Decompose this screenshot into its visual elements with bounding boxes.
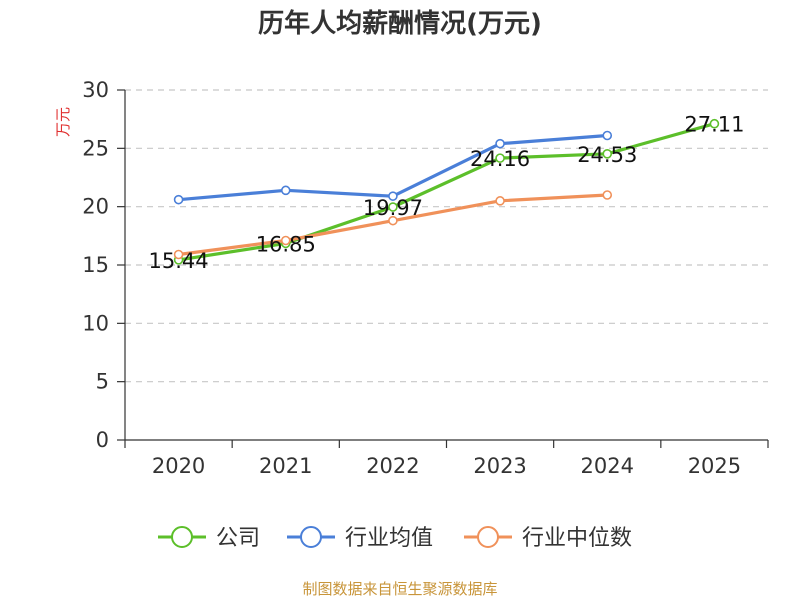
legend[interactable]: 公司 行业均值 行业中位数: [158, 526, 632, 551]
x-tick-label: 2020: [152, 454, 205, 478]
data-point[interactable]: [495, 196, 505, 206]
data-point[interactable]: [173, 249, 184, 260]
data-labels: 15.44 16.85 19.97 24.16 24.53 27.11: [149, 113, 745, 273]
y-tick-label: 10: [82, 311, 109, 335]
x-tick-label: 2021: [259, 454, 312, 478]
legend-label: 公司: [216, 526, 260, 551]
chart-title: 历年人均薪酬情况(万元): [258, 8, 542, 39]
data-point[interactable]: [495, 138, 505, 149]
data-point[interactable]: [602, 149, 613, 159]
x-tick-label: 2023: [473, 454, 526, 478]
legend-item[interactable]: 行业中位数: [464, 526, 632, 551]
data-point[interactable]: [709, 118, 720, 129]
source-note: 制图数据来自恒生聚源数据库: [302, 580, 497, 598]
series-line: [177, 122, 716, 262]
data-point[interactable]: [280, 185, 291, 196]
x-tick-label: 2022: [366, 454, 419, 478]
y-tick-label: 30: [82, 78, 109, 102]
data-label: 24.53: [577, 143, 637, 167]
legend-label: 行业中位数: [522, 526, 632, 551]
series-line: [177, 133, 609, 202]
data-label: 15.44: [149, 249, 209, 273]
y-tick-label: 20: [82, 195, 109, 219]
data-point[interactable]: [388, 215, 398, 226]
legend-marker: [300, 526, 322, 548]
legend-label: 行业均值: [345, 526, 433, 551]
legend-marker: [477, 526, 499, 548]
data-point[interactable]: [280, 235, 291, 246]
data-point[interactable]: [495, 153, 505, 163]
data-point[interactable]: [602, 130, 613, 141]
y-tick-label: 5: [96, 370, 109, 394]
x-tick-label: 2025: [688, 454, 741, 478]
data-point[interactable]: [602, 190, 613, 200]
data-label: 16.85: [256, 232, 316, 256]
y-tick-label: 15: [82, 253, 109, 277]
series-lines: [173, 118, 720, 265]
legend-item[interactable]: 公司: [158, 526, 260, 551]
data-label: 19.97: [363, 196, 423, 220]
y-axis-label: 万元: [54, 107, 72, 137]
grid-lines: [125, 89, 768, 383]
legend-item[interactable]: 行业均值: [287, 526, 433, 551]
data-point[interactable]: [388, 202, 398, 212]
data-label: 24.16: [470, 147, 530, 171]
data-point[interactable]: [388, 191, 398, 201]
y-tick-label: 25: [82, 136, 109, 160]
data-point[interactable]: [173, 194, 184, 205]
y-tick-label: 0: [96, 428, 109, 452]
legend-marker: [171, 526, 193, 548]
data-label: 27.11: [684, 113, 744, 137]
x-tick-label: 2024: [581, 454, 634, 478]
